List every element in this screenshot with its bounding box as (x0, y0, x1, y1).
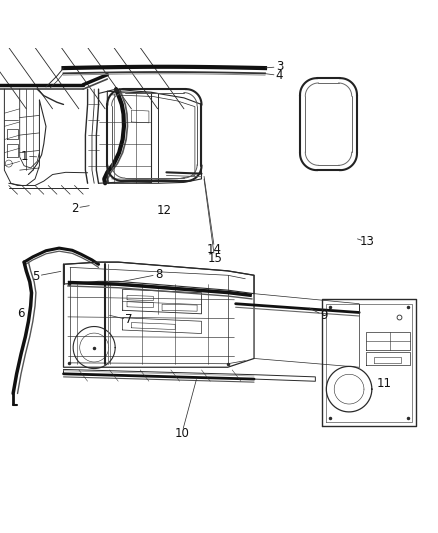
Text: 11: 11 (377, 377, 392, 390)
Text: 13: 13 (360, 236, 374, 248)
Text: 7: 7 (125, 313, 133, 326)
Text: 4: 4 (276, 69, 283, 82)
Text: 12: 12 (157, 204, 172, 217)
Text: 8: 8 (155, 268, 162, 281)
Text: 15: 15 (207, 252, 222, 265)
Text: 2: 2 (71, 202, 78, 215)
Text: 14: 14 (207, 244, 222, 256)
Text: 1: 1 (20, 150, 28, 163)
Text: 5: 5 (32, 270, 39, 282)
Text: 6: 6 (17, 308, 25, 320)
Text: 3: 3 (276, 60, 283, 73)
Text: 9: 9 (320, 309, 328, 322)
Text: 10: 10 (174, 427, 189, 440)
